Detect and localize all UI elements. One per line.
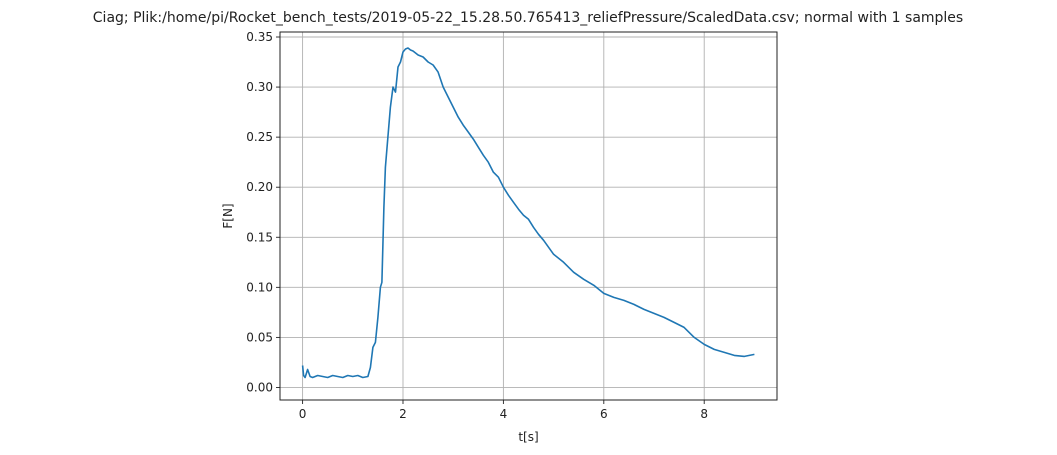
x-tick-label: 0: [299, 407, 307, 421]
chart-title: Ciag; Plik:/home/pi/Rocket_bench_tests/2…: [93, 10, 963, 26]
y-tick-label: 0.35: [246, 30, 273, 44]
x-tick-label: 8: [700, 407, 708, 421]
series-line: [301, 47, 755, 379]
plot-frame: [279, 31, 778, 401]
y-tick-label: 0.30: [246, 80, 273, 94]
y-tick-label: 0.00: [246, 380, 273, 394]
grid-layer: [280, 32, 777, 400]
tick-layer: 0 2 4 6 8 0.00 0.05 0.10 0.15 0.20 0.25 0.30 0.35: [246, 30, 708, 421]
y-tick-label: 0.05: [246, 330, 273, 344]
y-tick-label: 0.15: [246, 230, 273, 244]
x-tick-label: 4: [500, 407, 508, 421]
x-axis-label: t[s]: [518, 430, 538, 444]
x-tick-label: 6: [600, 407, 608, 421]
series-layer: [301, 47, 755, 379]
y-axis-label: F[N]: [221, 203, 235, 228]
x-tick-label: 2: [399, 407, 407, 421]
y-tick-label: 0.10: [246, 280, 273, 294]
y-tick-label: 0.20: [246, 180, 273, 194]
y-tick-label: 0.25: [246, 130, 273, 144]
